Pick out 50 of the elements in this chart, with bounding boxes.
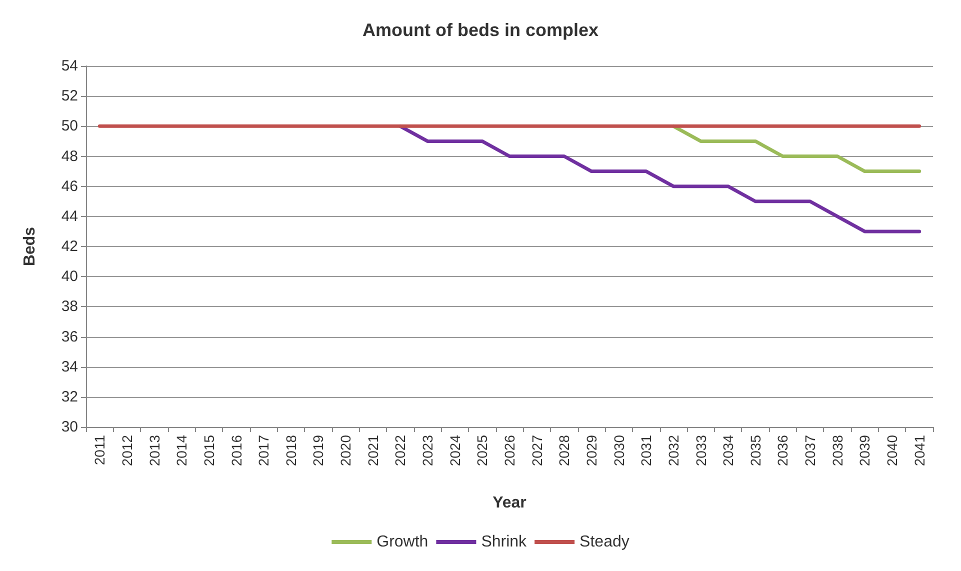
y-tick-label: 52 <box>61 88 78 105</box>
y-tick-label: 42 <box>61 238 78 255</box>
x-tick-label: 2038 <box>829 434 846 466</box>
x-tick-label: 2023 <box>420 434 436 466</box>
y-tick-label: 44 <box>61 208 78 225</box>
x-tick-label: 2021 <box>364 434 381 466</box>
x-tick-label: 2040 <box>884 434 900 466</box>
x-tick-label: 2029 <box>583 434 600 466</box>
x-tick-label: 2027 <box>528 434 545 466</box>
y-tick-label: 36 <box>61 328 78 346</box>
legend-label: Growth <box>376 534 428 550</box>
y-tick-label: 38 <box>61 298 78 316</box>
x-tick-label: 2031 <box>638 434 654 466</box>
x-tick-label: 2030 <box>610 434 627 466</box>
x-tick-label: 2022 <box>392 434 408 466</box>
x-tick-label: 2018 <box>282 434 299 466</box>
x-tick-label: 2013 <box>146 434 162 466</box>
x-tick-label: 2017 <box>256 434 272 466</box>
chart-title: Amount of beds in complex <box>362 20 599 40</box>
x-tick-label: 2020 <box>338 434 354 466</box>
legend-label: Shrink <box>481 534 528 550</box>
x-tick-label: 2015 <box>200 434 217 466</box>
x-tick-label: 2019 <box>310 434 326 466</box>
x-tick-label: 2025 <box>474 434 490 466</box>
x-tick-label: 2012 <box>118 434 135 466</box>
y-tick-label: 32 <box>61 388 78 406</box>
x-tick-label: 2035 <box>747 434 764 466</box>
y-tick-label: 46 <box>61 178 78 195</box>
legend-label: Steady <box>580 534 630 550</box>
y-tick-label: 34 <box>61 358 78 376</box>
x-tick-label: 2036 <box>774 434 791 466</box>
y-tick-label: 54 <box>61 58 78 74</box>
x-tick-label: 2041 <box>911 434 928 466</box>
x-tick-label: 2024 <box>446 434 463 466</box>
y-tick-label: 40 <box>61 268 78 286</box>
x-tick-label: 2037 <box>802 434 818 466</box>
x-axis-title: Year <box>492 494 526 512</box>
y-tick-label: 48 <box>61 148 78 165</box>
x-tick-label: 2011 <box>92 434 108 466</box>
x-tick-label: 2016 <box>228 434 244 466</box>
x-tick-label: 2039 <box>856 434 873 466</box>
x-tick-label: 2032 <box>665 434 682 466</box>
x-tick-label: 2028 <box>556 434 572 466</box>
x-tick-label: 2026 <box>502 434 518 466</box>
x-tick-label: 2033 <box>692 434 709 466</box>
y-tick-label: 30 <box>61 418 78 436</box>
y-axis-title: Beds <box>22 226 38 266</box>
x-tick-label: 2034 <box>720 434 736 466</box>
y-tick-label: 50 <box>61 118 78 135</box>
x-tick-label: 2014 <box>174 434 190 466</box>
